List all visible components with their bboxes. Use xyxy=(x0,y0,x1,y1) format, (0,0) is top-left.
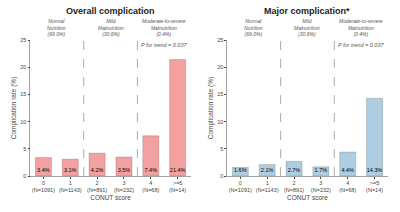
svg-text:3(N=232): 3(N=232) xyxy=(311,180,331,193)
svg-text:Moderate-to-severeMalnutrition: Moderate-to-severeMalnutrition(0.4%) xyxy=(142,18,186,37)
svg-text:10: 10 xyxy=(217,119,223,125)
svg-text:MildMalnutrition(30.6%): MildMalnutrition(30.6%) xyxy=(294,18,320,37)
svg-text:Complication rate (%): Complication rate (%) xyxy=(10,77,18,140)
svg-text:P for trend = 0.037: P for trend = 0.037 xyxy=(338,42,384,48)
svg-text:2.1%: 2.1% xyxy=(261,167,274,173)
svg-text:CONUT score: CONUT score xyxy=(90,194,131,201)
svg-text:25: 25 xyxy=(217,37,223,43)
svg-text:0: 0 xyxy=(220,173,223,179)
svg-text:1(N=1143): 1(N=1143) xyxy=(59,180,82,193)
svg-text:20: 20 xyxy=(217,64,223,70)
svg-text:1.7%: 1.7% xyxy=(315,167,328,173)
svg-text:5: 5 xyxy=(220,146,223,152)
svg-text:15: 15 xyxy=(20,91,26,97)
svg-text:Complication rate (%): Complication rate (%) xyxy=(207,77,215,140)
svg-text:21.4%: 21.4% xyxy=(170,167,186,173)
svg-text:>=5(N=14): >=5(N=14) xyxy=(169,180,186,193)
svg-text:4(N=68): 4(N=68) xyxy=(142,180,159,193)
svg-text:3.5%: 3.5% xyxy=(118,167,131,173)
svg-text:2.7%: 2.7% xyxy=(288,167,301,173)
svg-text:10: 10 xyxy=(20,119,26,125)
svg-text:0(N=1091): 0(N=1091) xyxy=(229,180,252,193)
svg-text:1(N=1143): 1(N=1143) xyxy=(256,180,279,193)
svg-text:P for trend = 0.037: P for trend = 0.037 xyxy=(141,42,187,48)
svg-text:3.4%: 3.4% xyxy=(37,167,50,173)
svg-text:NormalNutrition(69.0%): NormalNutrition(69.0%) xyxy=(244,18,263,37)
svg-text:4.4%: 4.4% xyxy=(341,167,354,173)
svg-text:>=5(N=14): >=5(N=14) xyxy=(366,180,383,193)
svg-text:25: 25 xyxy=(20,37,26,43)
svg-text:1.6%: 1.6% xyxy=(234,167,247,173)
svg-text:7.4%: 7.4% xyxy=(145,167,158,173)
svg-text:CONUT score: CONUT score xyxy=(287,194,328,201)
svg-text:2(N=891): 2(N=891) xyxy=(87,180,107,193)
svg-text:Moderate-to-severeMalnutrition: Moderate-to-severeMalnutrition(0.4%) xyxy=(339,18,383,37)
svg-text:MildMalnutrition(30.6%): MildMalnutrition(30.6%) xyxy=(98,18,124,37)
svg-text:5: 5 xyxy=(23,146,26,152)
svg-text:0: 0 xyxy=(23,173,26,179)
svg-text:Major complication*: Major complication* xyxy=(264,6,350,16)
svg-text:3(N=232): 3(N=232) xyxy=(114,180,134,193)
svg-text:NormalNutrition(69.0%): NormalNutrition(69.0%) xyxy=(47,18,66,37)
svg-text:20: 20 xyxy=(20,64,26,70)
svg-text:4(N=68): 4(N=68) xyxy=(339,180,356,193)
svg-text:0(N=1091): 0(N=1091) xyxy=(32,180,55,193)
svg-text:4.2%: 4.2% xyxy=(91,167,104,173)
svg-text:14.3%: 14.3% xyxy=(367,167,383,173)
svg-text:2(N=891): 2(N=891) xyxy=(284,180,304,193)
svg-text:3.1%: 3.1% xyxy=(64,167,77,173)
svg-text:Overall complication: Overall complication xyxy=(66,6,155,16)
svg-text:15: 15 xyxy=(217,91,223,97)
